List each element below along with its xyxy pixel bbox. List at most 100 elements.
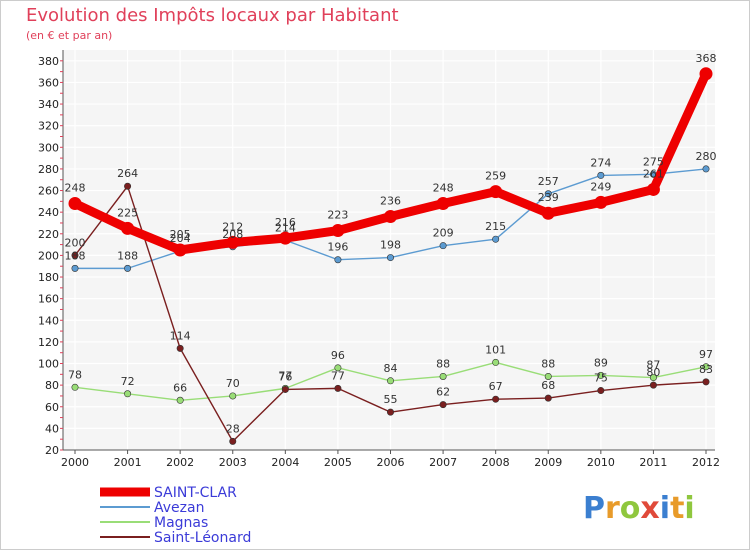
x-tick-label: 2009 bbox=[534, 456, 562, 469]
proxiti-logo: Proxiti bbox=[583, 491, 695, 526]
logo-letter: o bbox=[620, 491, 641, 526]
y-tick-label: 20 bbox=[45, 444, 59, 457]
x-tick-label: 2006 bbox=[377, 456, 405, 469]
data-point bbox=[492, 395, 500, 403]
data-label: 62 bbox=[436, 386, 450, 399]
data-label: 368 bbox=[696, 52, 717, 65]
data-label: 205 bbox=[170, 228, 191, 241]
legend-label-magnas: Magnas bbox=[154, 515, 208, 531]
data-point bbox=[229, 392, 237, 400]
plot-area: 20 40 60 80 100 120 140 160 180 200 220 240 260 280 30… bbox=[38, 50, 720, 469]
data-label: 223 bbox=[327, 209, 348, 222]
y-tick-label: 360 bbox=[38, 76, 59, 89]
data-point bbox=[541, 206, 555, 220]
y-tick-label: 40 bbox=[45, 422, 59, 435]
y-tick-label: 100 bbox=[38, 358, 59, 371]
y-tick-label: 220 bbox=[38, 228, 59, 241]
data-label: 248 bbox=[433, 182, 454, 195]
data-label: 75 bbox=[594, 372, 608, 385]
y-tick-label: 60 bbox=[45, 401, 59, 414]
data-point bbox=[334, 256, 342, 264]
y-tick-label: 80 bbox=[45, 379, 59, 392]
data-label: 209 bbox=[433, 227, 454, 240]
data-label: 88 bbox=[541, 357, 555, 370]
y-tick-label: 120 bbox=[38, 336, 59, 349]
data-label: 249 bbox=[590, 180, 611, 193]
data-label: 280 bbox=[696, 150, 717, 163]
y-tick-label: 180 bbox=[38, 271, 59, 284]
x-tick-label: 2011 bbox=[639, 456, 667, 469]
x-tick-label: 2010 bbox=[587, 456, 615, 469]
data-label: 66 bbox=[173, 381, 187, 394]
y-tick-label: 280 bbox=[38, 163, 59, 176]
data-point bbox=[229, 437, 237, 445]
y-tick-label: 160 bbox=[38, 293, 59, 306]
chart-title: Evolution des Impôts locaux par Habitant bbox=[26, 5, 399, 26]
data-point bbox=[176, 344, 184, 352]
data-point bbox=[331, 224, 345, 238]
data-label: 84 bbox=[384, 362, 398, 375]
y-tick-label: 340 bbox=[38, 98, 59, 111]
data-label: 96 bbox=[331, 349, 345, 362]
data-point bbox=[439, 372, 447, 380]
data-label: 101 bbox=[485, 343, 506, 356]
data-label: 204 bbox=[170, 232, 191, 245]
x-tick-label: 2005 bbox=[324, 456, 352, 469]
y-tick-label: 260 bbox=[38, 185, 59, 198]
data-point bbox=[124, 182, 132, 190]
logo-letter: i bbox=[684, 491, 694, 526]
data-label: 78 bbox=[68, 368, 82, 381]
data-label: 212 bbox=[222, 220, 243, 233]
data-point bbox=[384, 209, 397, 223]
data-label: 188 bbox=[65, 249, 86, 262]
data-label: 225 bbox=[117, 206, 138, 219]
data-label: 264 bbox=[117, 167, 138, 180]
data-label: 77 bbox=[331, 369, 345, 382]
data-label: 87 bbox=[646, 359, 660, 372]
data-point bbox=[699, 67, 713, 81]
data-point bbox=[544, 190, 552, 198]
logo-letter: t bbox=[670, 491, 684, 526]
data-point bbox=[702, 378, 710, 386]
x-tick-label: 2007 bbox=[429, 456, 457, 469]
legend-label-saint-l-onard: Saint-Léonard bbox=[154, 530, 251, 546]
data-point bbox=[124, 390, 132, 398]
data-point bbox=[386, 408, 394, 416]
data-label: 77 bbox=[278, 369, 292, 382]
legend-label-avezan: Avezan bbox=[154, 500, 204, 516]
chart-subtitle: (en € et par an) bbox=[26, 29, 112, 42]
data-point bbox=[489, 185, 503, 199]
y-tick-label: 300 bbox=[38, 141, 59, 154]
data-label: 114 bbox=[170, 329, 191, 342]
data-point bbox=[386, 254, 394, 262]
data-label: 83 bbox=[699, 363, 713, 376]
data-label: 67 bbox=[489, 380, 503, 393]
data-label: 70 bbox=[226, 377, 240, 390]
data-point bbox=[121, 221, 135, 235]
data-point bbox=[71, 264, 79, 272]
data-point bbox=[176, 396, 184, 404]
data-label: 215 bbox=[485, 220, 506, 233]
data-point bbox=[439, 401, 447, 409]
x-tick-label: 2003 bbox=[219, 456, 247, 469]
x-tick-label: 2012 bbox=[692, 456, 720, 469]
data-point bbox=[278, 231, 292, 245]
x-tick-label: 2000 bbox=[61, 456, 89, 469]
data-label: 216 bbox=[275, 216, 296, 229]
y-tick-label: 240 bbox=[38, 206, 59, 219]
data-label: 261 bbox=[643, 167, 664, 180]
data-point bbox=[71, 251, 79, 259]
data-point bbox=[597, 371, 605, 379]
data-label: 239 bbox=[538, 191, 559, 204]
data-label: 200 bbox=[65, 236, 86, 249]
x-tick-label: 2001 bbox=[114, 456, 142, 469]
data-point bbox=[646, 182, 660, 196]
data-label: 274 bbox=[590, 156, 611, 169]
data-label: 236 bbox=[380, 194, 401, 207]
data-label: 88 bbox=[436, 357, 450, 370]
data-point bbox=[68, 197, 82, 211]
logo-letter: x bbox=[640, 491, 659, 526]
data-label: 196 bbox=[327, 241, 348, 254]
data-point bbox=[492, 358, 500, 366]
